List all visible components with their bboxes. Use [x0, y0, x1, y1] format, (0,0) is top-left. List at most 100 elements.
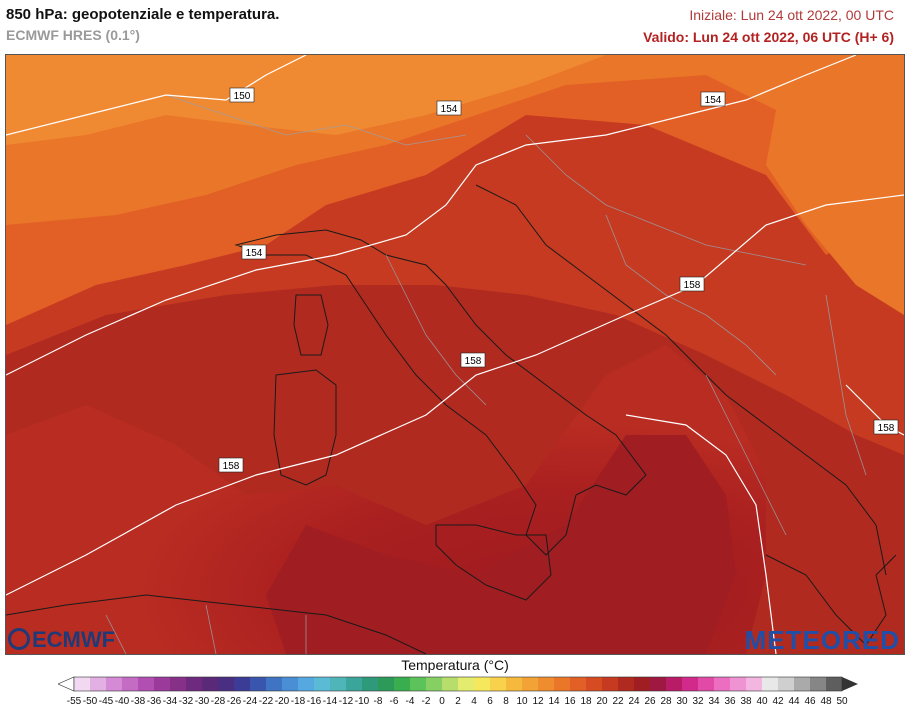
legend-swatch — [826, 677, 843, 691]
svg-text:158: 158 — [684, 280, 701, 291]
legend-tick-label: 36 — [724, 696, 736, 707]
legend-swatch — [186, 677, 203, 691]
contour-label: 158 — [218, 457, 244, 473]
svg-text:158: 158 — [223, 461, 240, 472]
svg-text:158: 158 — [465, 356, 482, 367]
legend-swatch — [682, 677, 699, 691]
legend-tick-label: -6 — [389, 696, 399, 707]
legend-tick-label: -30 — [194, 696, 210, 707]
legend-swatch — [634, 677, 651, 691]
legend-swatch — [378, 677, 395, 691]
legend-tick-label: -12 — [338, 696, 354, 707]
contour-158 — [6, 194, 904, 596]
legend-swatch — [234, 677, 251, 691]
svg-text:158: 158 — [878, 423, 895, 434]
legend-swatch — [554, 677, 571, 691]
svg-text:154: 154 — [441, 104, 458, 115]
legend-swatch — [490, 677, 507, 691]
legend-swatch — [250, 677, 267, 691]
color-scale-bar — [58, 676, 858, 692]
legend-swatch — [794, 677, 811, 691]
geopotential-contours — [6, 55, 904, 654]
legend-tick-label: 24 — [628, 696, 640, 707]
legend-tick-label: 32 — [692, 696, 704, 707]
contour-label: 154 — [436, 100, 462, 116]
legend-swatch — [154, 677, 171, 691]
legend-swatch — [474, 677, 491, 691]
legend-swatch — [346, 677, 363, 691]
legend-tick-label: 38 — [740, 696, 752, 707]
legend-tick-label: 30 — [676, 696, 688, 707]
legend-tick-label: 18 — [580, 696, 592, 707]
header-right: Iniziale: Lun 24 ott 2022, 00 UTC Valido… — [643, 6, 894, 46]
legend-tick-label: 48 — [820, 696, 832, 707]
contour-label: 154 — [241, 244, 267, 260]
legend-tick-label: 44 — [788, 696, 800, 707]
contour-label: 150 — [229, 87, 255, 103]
contour-labels: 150 154 154 154 158 158 — [218, 87, 899, 473]
legend-tick-label: 40 — [756, 696, 768, 707]
legend-tick-label: -50 — [82, 696, 98, 707]
legend-tick-label: 14 — [548, 696, 560, 707]
legend-swatch — [650, 677, 667, 691]
model-label: ECMWF HRES (0.1°) — [6, 27, 140, 43]
map-title: 850 hPa: geopotenziale e temperatura. — [6, 6, 280, 23]
legend-tick-label: -26 — [226, 696, 242, 707]
legend-swatch — [106, 677, 123, 691]
legend-tick-label: 22 — [612, 696, 624, 707]
legend-tick-label: -45 — [98, 696, 114, 707]
legend-swatch — [426, 677, 443, 691]
legend-tick-label: -38 — [130, 696, 146, 707]
legend-swatch — [458, 677, 475, 691]
land-masses — [6, 184, 897, 654]
coast-sicily — [435, 524, 552, 601]
legend-ticks: -55 -50 -45 -40 -38 -36 -34 -32 -30 -28 -26 -24 -22-… — [58, 696, 858, 708]
legend-swatch — [394, 677, 411, 691]
legend-tick-label: -32 — [178, 696, 194, 707]
legend-tick-label: 6 — [487, 696, 493, 707]
legend-swatch — [362, 677, 379, 691]
contour-158-east — [625, 414, 777, 654]
contour-150 — [6, 55, 307, 136]
legend-title: Temperatura (°C) — [401, 657, 509, 673]
legend-tick-label: 46 — [804, 696, 816, 707]
legend-swatch — [522, 677, 539, 691]
coast-corsica — [293, 294, 329, 356]
legend-tick-label: -55 — [66, 696, 82, 707]
legend-swatch — [586, 677, 603, 691]
legend-swatch — [90, 677, 107, 691]
legend-swatch — [778, 677, 795, 691]
temp-band-core — [266, 435, 736, 654]
weather-map[interactable]: 150 154 154 154 158 158 — [5, 54, 905, 655]
legend-border — [73, 676, 843, 692]
legend-tick-label: -22 — [258, 696, 274, 707]
legend-swatch — [330, 677, 347, 691]
legend-swatch — [602, 677, 619, 691]
legend-swatch — [666, 677, 683, 691]
legend-swatch — [170, 677, 187, 691]
legend-swatch — [266, 677, 283, 691]
coast-greece — [765, 554, 897, 646]
legend-tick-label: -28 — [210, 696, 226, 707]
coast-italy — [234, 229, 647, 556]
legend-swatch — [314, 677, 331, 691]
legend-swatch — [762, 677, 779, 691]
svg-text:154: 154 — [246, 248, 263, 259]
legend-swatch — [442, 677, 459, 691]
legend-swatch — [410, 677, 427, 691]
legend-tick-label: 16 — [564, 696, 576, 707]
legend-tick-label: -18 — [290, 696, 306, 707]
legend-tick-label: -40 — [114, 696, 130, 707]
contour-label: 158 — [873, 419, 899, 435]
legend-swatch — [298, 677, 315, 691]
legend-swatch — [810, 677, 827, 691]
legend-swatch — [730, 677, 747, 691]
ecmwf-logo: ECMWF — [8, 627, 115, 653]
temp-band-far-north — [6, 55, 606, 145]
contour-label: 158 — [679, 276, 705, 292]
legend-tick-label: 2 — [455, 696, 461, 707]
legend-swatch — [138, 677, 155, 691]
legend-tick-label: 34 — [708, 696, 720, 707]
admin-borders — [105, 94, 867, 654]
legend-tick-label: -4 — [405, 696, 415, 707]
